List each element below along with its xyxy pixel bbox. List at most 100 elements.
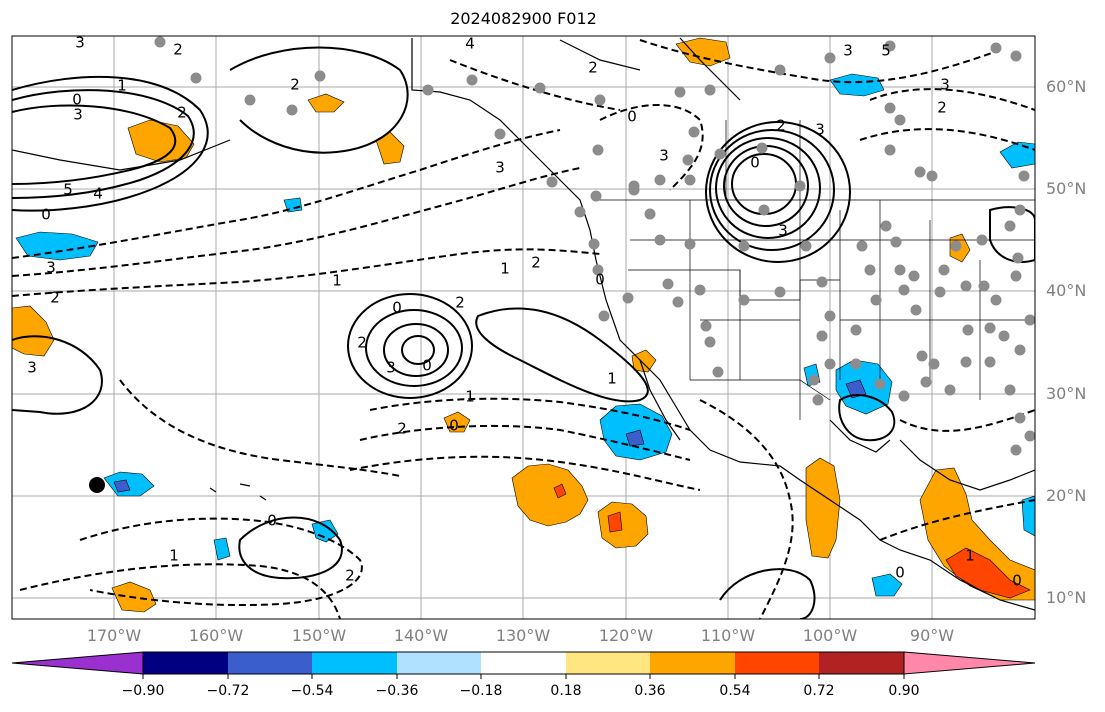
contour-label: 4 bbox=[465, 35, 475, 53]
station-dot bbox=[960, 356, 972, 368]
colorbar-label: 0.90 bbox=[888, 683, 920, 699]
station-dot bbox=[1014, 204, 1026, 216]
contour-label: 5 bbox=[881, 42, 891, 60]
station-dot bbox=[1010, 50, 1022, 62]
station-dot bbox=[644, 208, 656, 220]
station-dot bbox=[598, 310, 610, 322]
station-dot bbox=[714, 148, 726, 160]
station-dot bbox=[684, 174, 696, 186]
orange-patch bbox=[12, 305, 55, 357]
colorbar-label: −0.90 bbox=[121, 683, 165, 699]
station-dot bbox=[154, 36, 166, 48]
contour-label: 0 bbox=[627, 108, 637, 126]
contour-label: 1 bbox=[500, 260, 510, 278]
cyan-patch bbox=[311, 519, 339, 543]
station-dot bbox=[1004, 220, 1016, 232]
station-dot bbox=[976, 234, 988, 246]
station-dot bbox=[800, 240, 812, 252]
station-dot bbox=[824, 52, 836, 64]
colorbar-extend-high bbox=[903, 651, 1036, 675]
station-dot bbox=[960, 280, 972, 292]
orange-patch bbox=[805, 457, 841, 559]
contour-label: 4 bbox=[93, 185, 103, 203]
orange-patch bbox=[511, 463, 589, 527]
contour-label: 5 bbox=[63, 181, 73, 199]
lat-label-50n: 50°N bbox=[1046, 179, 1087, 198]
station-dot bbox=[898, 390, 910, 402]
station-dot bbox=[874, 378, 886, 390]
contour-label: 0 bbox=[41, 206, 51, 224]
contour-label: 0 bbox=[422, 357, 432, 375]
lon-label-130w: 130°W bbox=[495, 626, 551, 645]
station-dot bbox=[928, 358, 940, 370]
cyan-patch bbox=[871, 573, 903, 597]
contour-label: 2 bbox=[345, 567, 355, 585]
station-dot bbox=[494, 128, 506, 140]
station-dot bbox=[1004, 384, 1016, 396]
contour-label: 2 bbox=[937, 99, 947, 117]
contour-label: 3 bbox=[659, 147, 669, 165]
station-dot bbox=[944, 384, 956, 396]
colorbar-segment bbox=[312, 652, 397, 674]
colorbar-segment bbox=[650, 652, 735, 674]
station-dot bbox=[758, 204, 770, 216]
contour-label: 2 bbox=[455, 294, 465, 312]
colorbar-segment bbox=[228, 652, 312, 674]
contour-label: 2 bbox=[588, 59, 598, 77]
lon-label-150w: 150°W bbox=[291, 626, 347, 645]
cyan-patch bbox=[283, 197, 303, 213]
station-dot bbox=[704, 336, 716, 348]
contour-label: 3 bbox=[495, 159, 505, 177]
cyan-patch bbox=[1021, 495, 1035, 537]
contour-label: 2 bbox=[776, 117, 786, 135]
station-dot bbox=[286, 104, 298, 116]
black-dot bbox=[89, 477, 105, 493]
contour-label: 0 bbox=[1012, 572, 1022, 590]
station-dot bbox=[884, 40, 896, 52]
station-dot bbox=[894, 264, 906, 276]
station-dot bbox=[594, 94, 606, 106]
station-dot bbox=[990, 42, 1002, 54]
cyan-patch bbox=[213, 537, 231, 561]
contour-label: 1 bbox=[465, 388, 475, 406]
contour-label: 0 bbox=[449, 417, 459, 435]
station-dot bbox=[592, 144, 604, 156]
lon-label-120w: 120°W bbox=[598, 626, 654, 645]
station-dot bbox=[314, 70, 326, 82]
station-dot bbox=[774, 286, 786, 298]
station-dot bbox=[880, 220, 892, 232]
orange-patch bbox=[675, 37, 731, 67]
colorbar-label: 0.72 bbox=[803, 683, 835, 699]
contour-label: 3 bbox=[778, 222, 788, 240]
colorbar-extend-low bbox=[11, 651, 144, 675]
station-dot bbox=[910, 304, 922, 316]
red-patch bbox=[553, 483, 567, 499]
contour-label: 2 bbox=[177, 104, 187, 122]
station-dot bbox=[990, 294, 1002, 306]
station-dot bbox=[592, 264, 604, 276]
contour-label: 1 bbox=[332, 272, 342, 290]
cyan-patch bbox=[999, 141, 1035, 169]
lon-label-160w: 160°W bbox=[188, 626, 244, 645]
contour-label: 3 bbox=[27, 359, 37, 377]
station-dot bbox=[898, 284, 910, 296]
orange-patch bbox=[375, 131, 405, 165]
colorbar bbox=[11, 651, 1036, 675]
blue-patch bbox=[113, 479, 131, 493]
station-dot bbox=[590, 190, 602, 202]
contour-label: 3 bbox=[815, 121, 825, 139]
cyan-patch bbox=[103, 471, 155, 497]
station-dot bbox=[824, 358, 836, 370]
station-dot bbox=[1014, 344, 1026, 356]
contour-label: 3 bbox=[75, 34, 85, 52]
contour-label: 0 bbox=[267, 512, 277, 530]
station-dot bbox=[662, 278, 674, 290]
station-dot bbox=[774, 64, 786, 76]
colorbar-label: −0.54 bbox=[290, 683, 334, 699]
map-title: 2024082900 F012 bbox=[450, 9, 597, 28]
station-dot bbox=[1010, 444, 1022, 456]
colorbar-label: 0.36 bbox=[634, 683, 666, 699]
station-dot bbox=[1010, 270, 1022, 282]
